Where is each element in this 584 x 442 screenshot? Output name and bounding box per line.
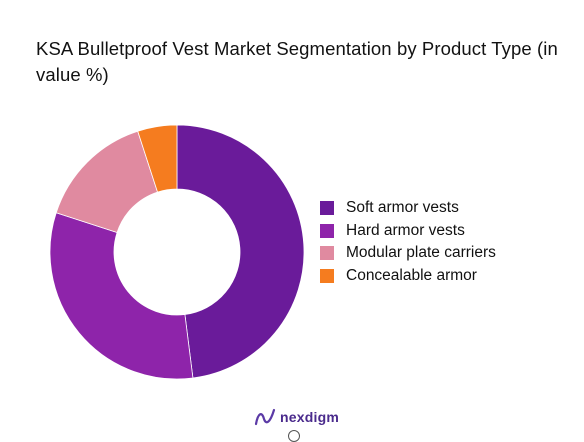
- legend-swatch: [320, 224, 334, 238]
- clipped-circle-icon: [288, 430, 300, 442]
- legend-label: Concealable armor: [346, 267, 477, 285]
- donut-slice-hard-armor-vests: [50, 213, 193, 379]
- legend-swatch: [320, 246, 334, 260]
- legend-swatch: [320, 201, 334, 215]
- donut-slices: [50, 125, 304, 379]
- legend: Soft armor vests Hard armor vests Modular …: [320, 197, 496, 287]
- brand-logo: nexdigm: [254, 406, 339, 428]
- legend-item: Hard armor vests: [320, 220, 496, 243]
- donut-slice-soft-armor-vests: [177, 125, 304, 378]
- legend-item: Modular plate carriers: [320, 242, 496, 265]
- legend-swatch: [320, 269, 334, 283]
- brand-name: nexdigm: [280, 409, 339, 425]
- legend-label: Soft armor vests: [346, 199, 459, 217]
- legend-label: Hard armor vests: [346, 222, 465, 240]
- nexdigm-logo-icon: [254, 407, 276, 427]
- legend-item: Soft armor vests: [320, 197, 496, 220]
- legend-item: Concealable armor: [320, 265, 496, 288]
- legend-label: Modular plate carriers: [346, 244, 496, 262]
